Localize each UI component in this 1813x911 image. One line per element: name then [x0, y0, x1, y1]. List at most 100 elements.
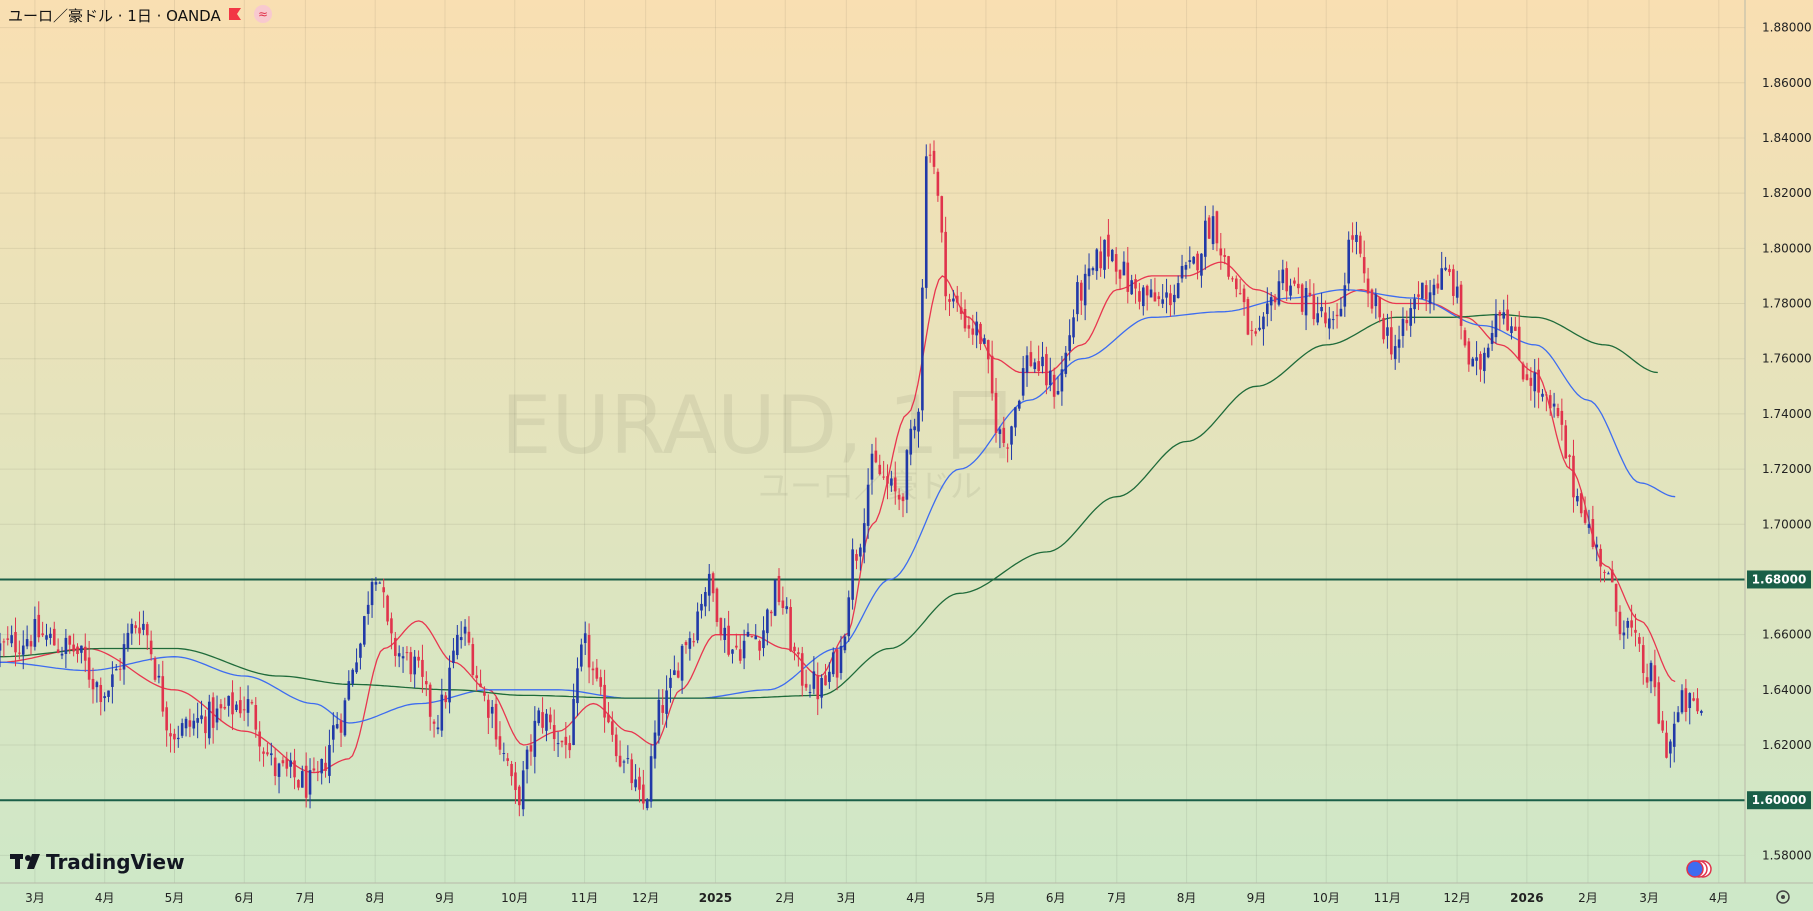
- candle-body[interactable]: [331, 725, 335, 740]
- candle-body[interactable]: [673, 670, 676, 675]
- candle-body[interactable]: [1242, 288, 1246, 303]
- candle-body[interactable]: [518, 786, 521, 806]
- candle-body[interactable]: [1413, 298, 1416, 310]
- candle-body[interactable]: [0, 643, 2, 651]
- candle-body[interactable]: [1138, 291, 1141, 302]
- candle-body[interactable]: [820, 678, 823, 698]
- candle-body[interactable]: [649, 756, 653, 802]
- candle-body[interactable]: [580, 644, 583, 667]
- candle-body[interactable]: [723, 627, 727, 640]
- candle-body[interactable]: [1641, 645, 1645, 674]
- candle-body[interactable]: [967, 325, 971, 329]
- candle-body[interactable]: [1083, 273, 1087, 306]
- candle-body[interactable]: [1134, 279, 1137, 289]
- candle-body[interactable]: [1440, 268, 1444, 290]
- candle-body[interactable]: [440, 694, 444, 731]
- candle-body[interactable]: [1114, 254, 1118, 272]
- candle-body[interactable]: [355, 662, 358, 673]
- candle-body[interactable]: [909, 428, 913, 455]
- candle-body[interactable]: [231, 692, 234, 715]
- candle-body[interactable]: [479, 683, 482, 688]
- candle-body[interactable]: [1455, 286, 1459, 298]
- candle-body[interactable]: [1006, 447, 1009, 449]
- candle-body[interactable]: [986, 340, 990, 360]
- candle-body[interactable]: [1397, 339, 1401, 348]
- candle-body[interactable]: [238, 700, 242, 714]
- candle-body[interactable]: [211, 697, 215, 728]
- candle-body[interactable]: [1498, 312, 1502, 316]
- candle-body[interactable]: [1490, 332, 1494, 344]
- candle-body[interactable]: [1700, 710, 1703, 713]
- candle-body[interactable]: [1227, 256, 1230, 277]
- candle-body[interactable]: [157, 675, 161, 678]
- candle-body[interactable]: [1297, 283, 1300, 289]
- candle-body[interactable]: [370, 582, 374, 606]
- candle-body[interactable]: [804, 683, 808, 688]
- candle-body[interactable]: [851, 549, 854, 600]
- candle-body[interactable]: [731, 649, 734, 654]
- candle-body[interactable]: [525, 749, 529, 770]
- candle-body[interactable]: [138, 627, 141, 634]
- candle-body[interactable]: [200, 715, 203, 720]
- candle-body[interactable]: [1017, 400, 1021, 409]
- candle-body[interactable]: [1494, 313, 1498, 338]
- candle-body[interactable]: [1207, 217, 1211, 239]
- candle-body[interactable]: [45, 635, 48, 640]
- candle-body[interactable]: [657, 699, 661, 736]
- candle-body[interactable]: [781, 600, 785, 609]
- candle-body[interactable]: [812, 671, 816, 689]
- candle-body[interactable]: [494, 703, 498, 740]
- candle-body[interactable]: [448, 667, 451, 703]
- candle-body[interactable]: [1289, 285, 1292, 296]
- candle-body[interactable]: [870, 453, 874, 480]
- candle-body[interactable]: [1374, 294, 1378, 307]
- candle-body[interactable]: [994, 392, 998, 433]
- candle-body[interactable]: [1351, 235, 1354, 240]
- candle-body[interactable]: [359, 643, 362, 658]
- candle-body[interactable]: [1196, 253, 1199, 271]
- candle-body[interactable]: [1169, 293, 1172, 306]
- candle-body[interactable]: [1095, 249, 1099, 272]
- candle-body[interactable]: [521, 770, 525, 810]
- candle-body[interactable]: [847, 597, 851, 637]
- candle-body[interactable]: [312, 768, 316, 771]
- candle-body[interactable]: [1607, 573, 1610, 575]
- candle-body[interactable]: [188, 720, 192, 727]
- candle-body[interactable]: [707, 573, 711, 596]
- candle-body[interactable]: [126, 632, 130, 649]
- candle-body[interactable]: [1273, 296, 1277, 303]
- candle-body[interactable]: [405, 652, 409, 654]
- candle-body[interactable]: [1072, 317, 1075, 338]
- candle-body[interactable]: [250, 702, 254, 704]
- candle-body[interactable]: [932, 150, 936, 167]
- candle-body[interactable]: [1475, 357, 1478, 361]
- candle-body[interactable]: [1521, 363, 1525, 380]
- candle-body[interactable]: [1025, 355, 1029, 373]
- candle-body[interactable]: [258, 731, 261, 747]
- candle-body[interactable]: [626, 758, 630, 760]
- candle-body[interactable]: [173, 733, 176, 740]
- candle-body[interactable]: [432, 721, 436, 724]
- candle-body[interactable]: [1312, 294, 1316, 320]
- candle-body[interactable]: [800, 653, 804, 686]
- symbol-title[interactable]: ユーロ／豪ドル · 1日 · OANDA: [8, 7, 221, 25]
- candle-body[interactable]: [33, 618, 37, 647]
- candle-body[interactable]: [1250, 329, 1254, 331]
- candle-body[interactable]: [103, 696, 106, 699]
- candle-body[interactable]: [308, 770, 312, 795]
- candle-body[interactable]: [1595, 544, 1599, 548]
- candle-body[interactable]: [1514, 326, 1517, 331]
- candle-body[interactable]: [122, 644, 126, 670]
- candle-body[interactable]: [374, 582, 378, 585]
- candle-body[interactable]: [591, 668, 595, 671]
- candle-body[interactable]: [18, 652, 21, 654]
- candle-body[interactable]: [235, 704, 238, 711]
- candle-body[interactable]: [766, 609, 769, 634]
- candle-body[interactable]: [1362, 257, 1366, 274]
- candle-body[interactable]: [1653, 665, 1657, 688]
- candle-body[interactable]: [1064, 352, 1068, 374]
- candle-body[interactable]: [862, 523, 866, 553]
- candle-body[interactable]: [1281, 269, 1285, 284]
- candle-body[interactable]: [773, 580, 777, 616]
